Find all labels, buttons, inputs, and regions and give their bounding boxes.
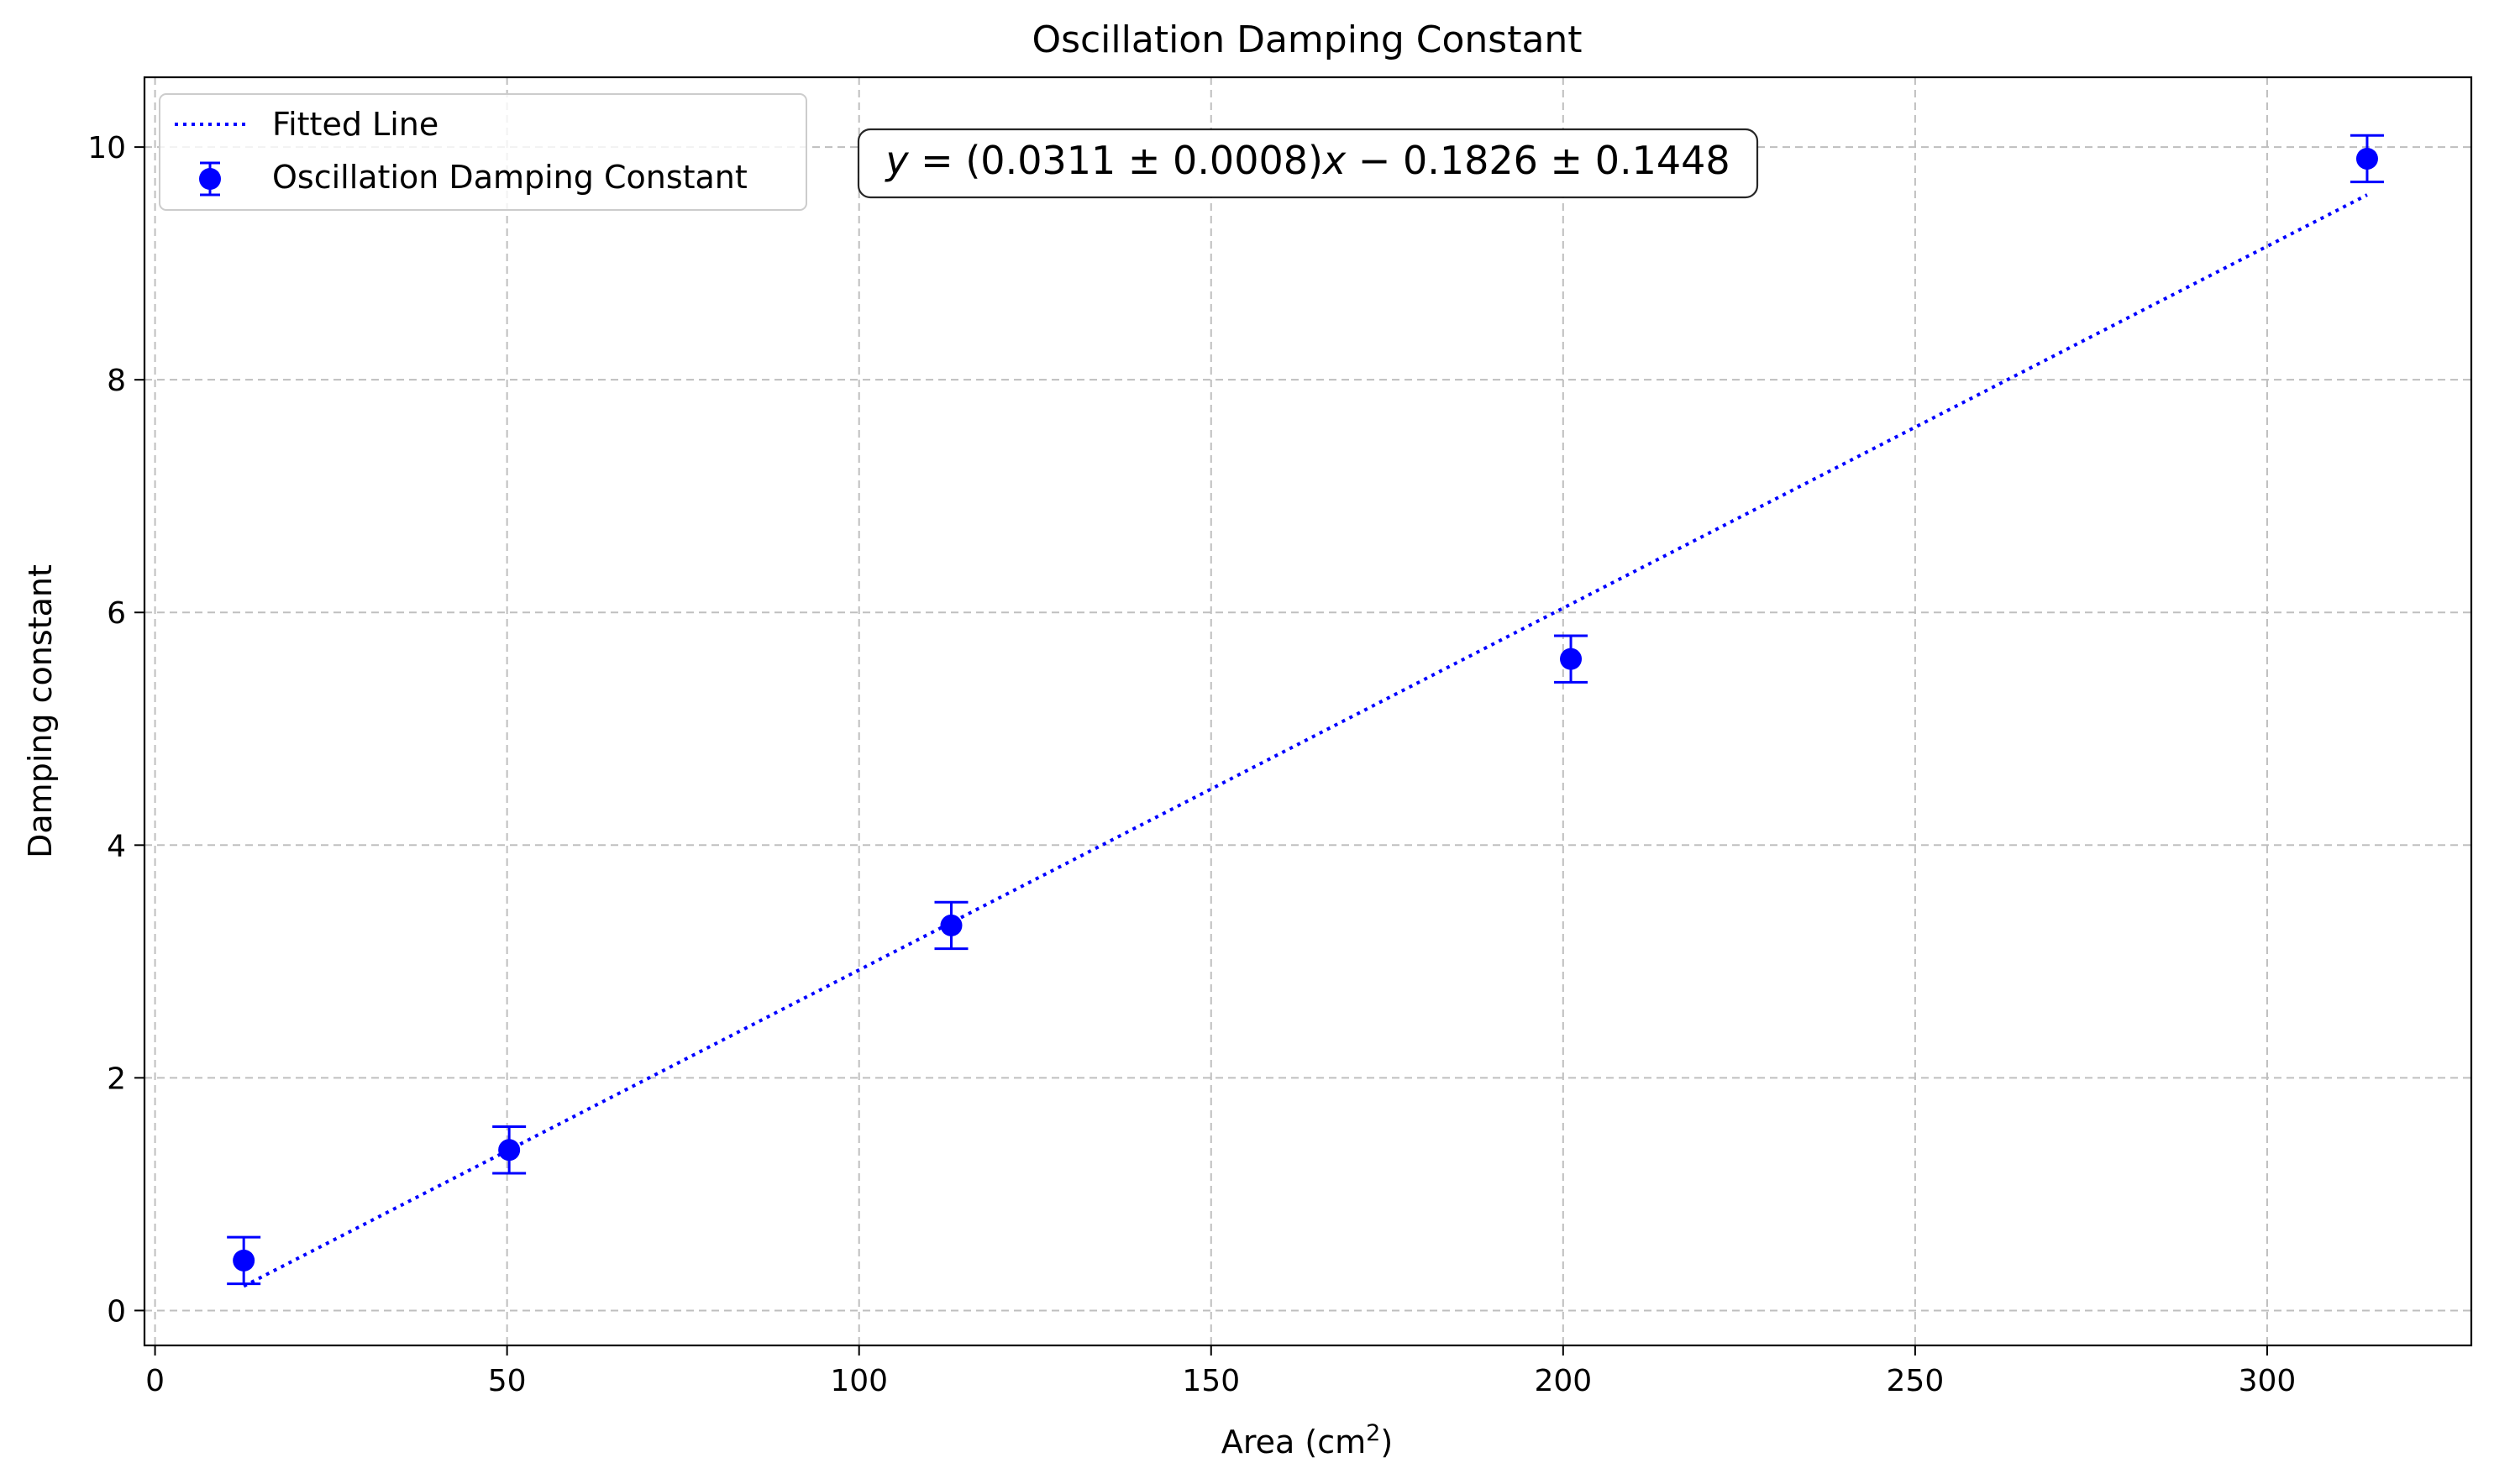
equation-x-var: x [1321,138,1347,183]
x-tick-label: 200 [1534,1364,1592,1398]
equation-annotation: y = (0.0311 ± 0.0008)x − 0.1826 ± 0.1448 [857,128,1759,199]
legend-marker [199,168,221,190]
x-tick-label: 100 [830,1364,888,1398]
x-tick-label: 0 [145,1364,165,1398]
legend-box [159,93,807,211]
equation-slope: (0.0311 ± 0.0008) [965,138,1323,183]
legend-data-label: Oscillation Damping Constant [272,159,748,196]
y-tick-label: 8 [107,364,126,398]
data-marker [233,1249,255,1272]
y-tick-label: 0 [107,1294,126,1329]
data-marker [1560,648,1583,670]
data-point [934,900,969,951]
x-tick-label: 50 [488,1364,527,1398]
data-point [227,1235,261,1286]
y-tick-label: 10 [87,131,126,165]
legend: Fitted Line Oscillation Damping Constant [159,93,807,211]
y-tick-label: 4 [107,829,126,863]
fitted-line [243,193,2368,1288]
x-axis-label: Area (cm2) [1221,1420,1393,1460]
y-axis-ticks: 0 2 4 6 8 10 [87,131,144,1329]
x-tick-label: 150 [1182,1364,1240,1398]
data-marker [2355,147,2378,170]
data-points-group [227,134,2384,1286]
y-tick-label: 2 [107,1062,126,1096]
data-point [2350,134,2384,184]
data-marker [940,914,963,936]
fitted-line-group [243,193,2368,1288]
x-axis-label-main: Area (cm [1221,1424,1366,1460]
data-point [1554,634,1588,684]
data-marker [498,1139,521,1162]
equation-box [857,128,1759,199]
chart-title: Oscillation Damping Constant [1032,18,1582,61]
plot-frame [143,76,2473,1347]
x-tick-label: 300 [2239,1364,2297,1398]
equation-equals: = [909,138,966,183]
legend-fitted-line-label: Fitted Line [272,106,438,143]
x-axis-label-suffix: ) [1380,1424,1393,1460]
x-axis-label-superscript: 2 [1366,1420,1380,1446]
equation-text: y = (0.0311 ± 0.0008)x − 0.1826 ± 0.1448 [884,138,1730,183]
x-axis-ticks: 0 50 100 150 200 250 300 [145,1345,2296,1398]
y-axis-label: Damping constant [22,564,59,858]
y-tick-label: 6 [107,596,126,631]
x-tick-label: 250 [1887,1364,1945,1398]
data-point [492,1125,527,1175]
equation-y-var: y [884,138,909,183]
equation-intercept: − 0.1826 ± 0.1448 [1346,138,1730,183]
